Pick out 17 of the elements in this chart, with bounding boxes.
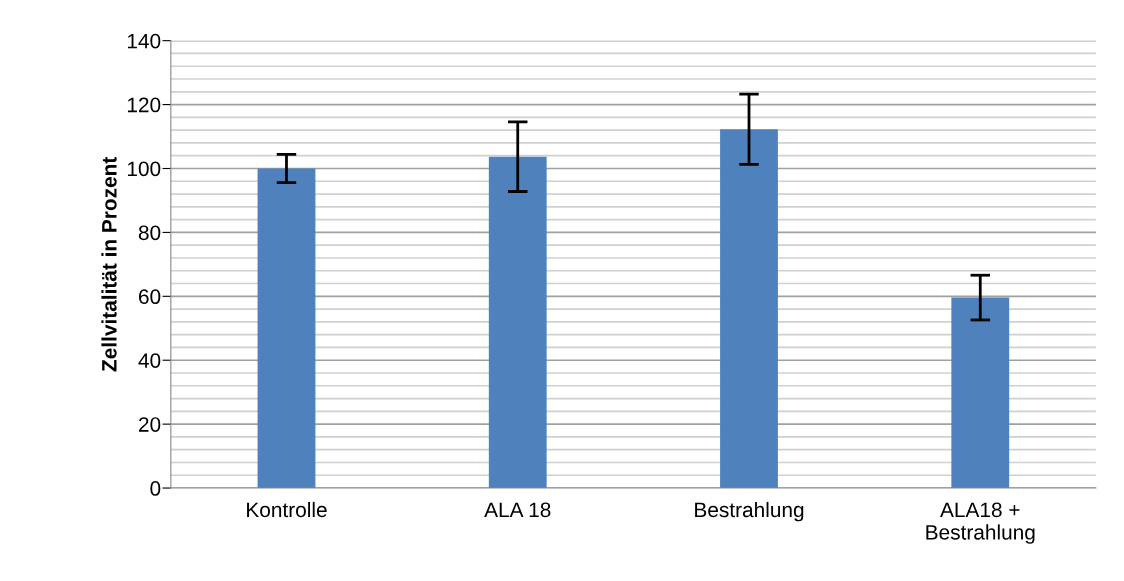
x-tick-label: ALA 18 [484,502,551,518]
y-tick-label: 80 [138,225,161,241]
y-tick-label: 0 [150,481,161,496]
x-tick-label: Bestrahlung [695,501,804,522]
y-axis-title: Zellvitalität in Prozent [101,156,117,372]
y-tick-label: 120 [127,97,161,113]
y-tick-label: 40 [138,353,161,368]
bar [257,168,316,489]
y-tick-label: 100 [127,161,161,177]
x-tick-label: Kontrolle [247,501,327,518]
y-tick-label: 140 [127,33,161,49]
bar [720,129,778,489]
y-tick-label: 20 [139,417,161,432]
bar [951,297,1010,489]
bar [488,156,547,489]
x-tick-label: ALA18 + Bestrahlung [926,502,1035,544]
y-tick-label: 60 [139,289,161,305]
